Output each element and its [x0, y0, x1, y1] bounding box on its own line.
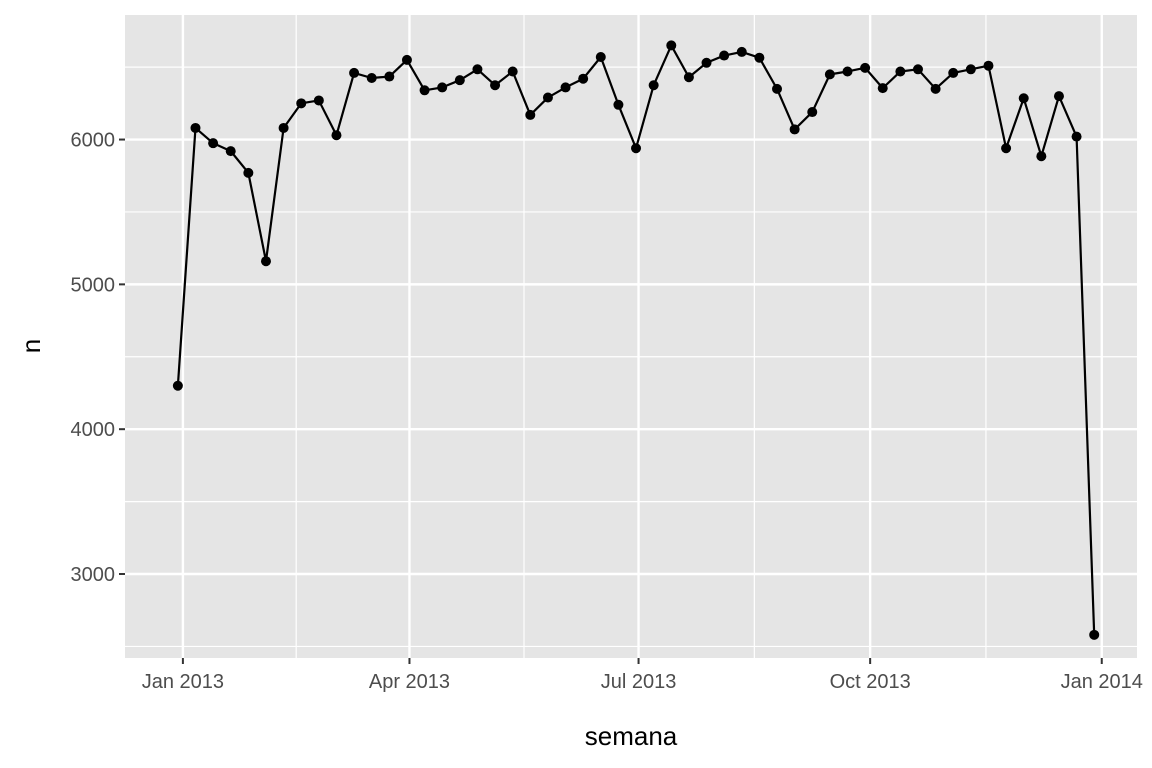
data-point — [1071, 131, 1082, 142]
data-point — [983, 60, 994, 71]
data-point — [631, 143, 642, 154]
data-point — [860, 62, 871, 73]
y-tick-label: 4000 — [71, 419, 116, 441]
x-tick-label: Jan 2013 — [142, 671, 224, 693]
y-tick-label: 5000 — [71, 274, 116, 296]
data-point — [578, 73, 589, 84]
data-point — [507, 66, 518, 77]
data-point — [736, 46, 747, 57]
data-point — [948, 67, 959, 78]
data-point — [683, 72, 694, 83]
major-gridlines — [125, 15, 1137, 658]
data-point — [965, 64, 976, 75]
data-point — [613, 99, 624, 110]
x-tick-label: Oct 2013 — [830, 671, 911, 693]
panel-background — [125, 15, 1137, 658]
data-point — [1089, 629, 1100, 640]
data-point — [384, 71, 395, 82]
data-point — [349, 67, 360, 78]
data-point — [542, 92, 553, 103]
data-point — [807, 107, 818, 118]
data-point — [401, 54, 412, 65]
data-point — [331, 130, 342, 141]
series-layer — [172, 40, 1100, 640]
data-point — [560, 82, 571, 93]
data-point — [842, 66, 853, 77]
data-point — [190, 122, 201, 133]
data-point — [172, 380, 183, 391]
data-point — [701, 57, 712, 68]
data-point — [490, 80, 501, 91]
data-point — [419, 85, 430, 96]
data-point — [296, 98, 307, 109]
data-point — [1053, 91, 1064, 102]
data-point — [472, 64, 483, 75]
data-point — [789, 124, 800, 135]
data-point — [1036, 151, 1047, 162]
x-tick-label: Apr 2013 — [369, 671, 450, 693]
x-axis: Jan 2013 Apr 2013 Jul 2013 Oct 2013 Jan 2014 — [142, 658, 1143, 693]
minor-gridlines — [125, 15, 1137, 658]
data-point — [1001, 143, 1012, 154]
x-tick-label: Jan 2014 — [1061, 671, 1143, 693]
data-point — [666, 40, 677, 51]
data-point — [525, 109, 536, 120]
x-tick-label: Jul 2013 — [601, 671, 677, 693]
data-point — [437, 82, 448, 93]
data-point — [595, 52, 606, 62]
data-point — [824, 69, 835, 80]
y-axis: 3000 4000 5000 6000 — [71, 130, 125, 586]
data-point — [895, 66, 906, 77]
data-point — [366, 73, 377, 83]
y-tick-label: 6000 — [71, 130, 116, 152]
data-point — [754, 52, 765, 63]
data-point — [278, 122, 289, 133]
data-point — [208, 138, 219, 149]
data-point — [912, 64, 923, 75]
data-point — [1018, 93, 1029, 104]
data-point — [719, 50, 730, 61]
data-point — [454, 75, 465, 86]
data-point — [648, 80, 659, 91]
data-point — [243, 167, 254, 178]
data-point — [772, 83, 783, 94]
data-point — [260, 256, 271, 267]
data-point — [225, 146, 236, 157]
y-axis-title: n — [16, 339, 46, 353]
data-point — [313, 95, 324, 106]
x-axis-title: semana — [585, 721, 678, 751]
data-point — [930, 83, 941, 94]
y-tick-label: 3000 — [71, 564, 116, 586]
data-point — [877, 83, 888, 94]
